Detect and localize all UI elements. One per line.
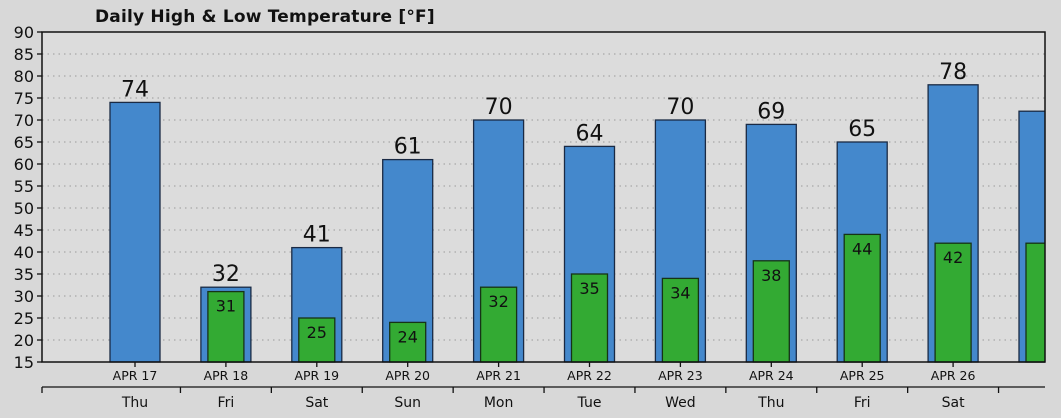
day-label: Mon [484,395,514,411]
day-label: Fri [854,395,871,411]
x-tick-label: APR 25 [840,368,885,383]
low-temp-bar [570,273,609,363]
low-temp-label: 31 [216,297,236,316]
y-tick-label: 70 [14,111,34,130]
y-tick-label: 50 [14,199,34,218]
day-label: Fri [218,395,235,411]
high-temp-bar [109,101,161,363]
x-tick-label: APR 26 [931,368,976,383]
plot-right-margin [1045,0,1061,363]
low-temp-bar [843,233,881,363]
low-temp-bar [934,242,972,363]
low-temp-label: 35 [579,279,599,298]
low-temp-bar [207,290,245,363]
day-label: Wed [665,395,696,411]
high-temp-label: 78 [939,60,967,85]
y-tick-label: 40 [14,243,34,262]
day-label: Tue [577,395,602,411]
y-tick-label: 90 [14,23,34,42]
plot-background [42,32,1045,362]
y-tick-label: 15 [14,353,34,372]
y-tick-label: 65 [14,133,34,152]
low-temp-label: 24 [398,327,418,346]
y-tick-label: 45 [14,221,34,240]
low-temp-label: 34 [670,283,690,302]
x-tick-label: APR 20 [385,368,430,383]
high-temp-label: 70 [485,95,513,120]
y-tick-label: 85 [14,45,34,64]
high-temp-label: 70 [666,95,694,120]
y-tick-label: 35 [14,265,34,284]
y-tick-label: 60 [14,155,34,174]
x-tick-label: APR 23 [658,368,703,383]
x-tick-label: APR 24 [749,368,794,383]
y-tick-label: 55 [14,177,34,196]
low-temp-label: 38 [761,266,781,285]
plot-frame [41,31,1046,363]
high-temp-label: 64 [576,121,604,146]
x-tick-label: APR 17 [113,368,158,383]
day-label: Thu [121,395,148,411]
high-temp-label: 61 [394,135,422,160]
high-temp-label: 65 [848,117,876,142]
y-tick-label: 30 [14,287,34,306]
chart-title: Daily High & Low Temperature [°F] [95,7,435,27]
x-tick-label: APR 21 [476,368,521,383]
low-temp-label: 42 [943,248,963,267]
day-label: Sun [394,395,421,411]
low-temp-label: 25 [307,323,327,342]
y-tick-label: 20 [14,331,34,350]
low-temp-bar [479,286,518,363]
day-label: Thu [757,395,784,411]
high-temp-label: 41 [303,223,331,248]
low-temp-bar [661,277,700,363]
y-tick-label: 75 [14,89,34,108]
low-temp-label: 32 [488,292,508,311]
x-tick-label: APR 19 [294,368,339,383]
low-temp-label: 44 [852,239,872,258]
day-label: Sat [305,395,328,411]
x-tick-label: APR 22 [567,368,612,383]
y-tick-label: 80 [14,67,34,86]
high-temp-label: 69 [757,99,785,124]
day-label: Sat [942,395,965,411]
y-tick-label: 25 [14,309,34,328]
high-temp-label: 74 [121,77,149,102]
low-temp-bar [752,260,790,363]
x-tick-label: APR 18 [204,368,249,383]
high-temp-label: 32 [212,262,240,287]
